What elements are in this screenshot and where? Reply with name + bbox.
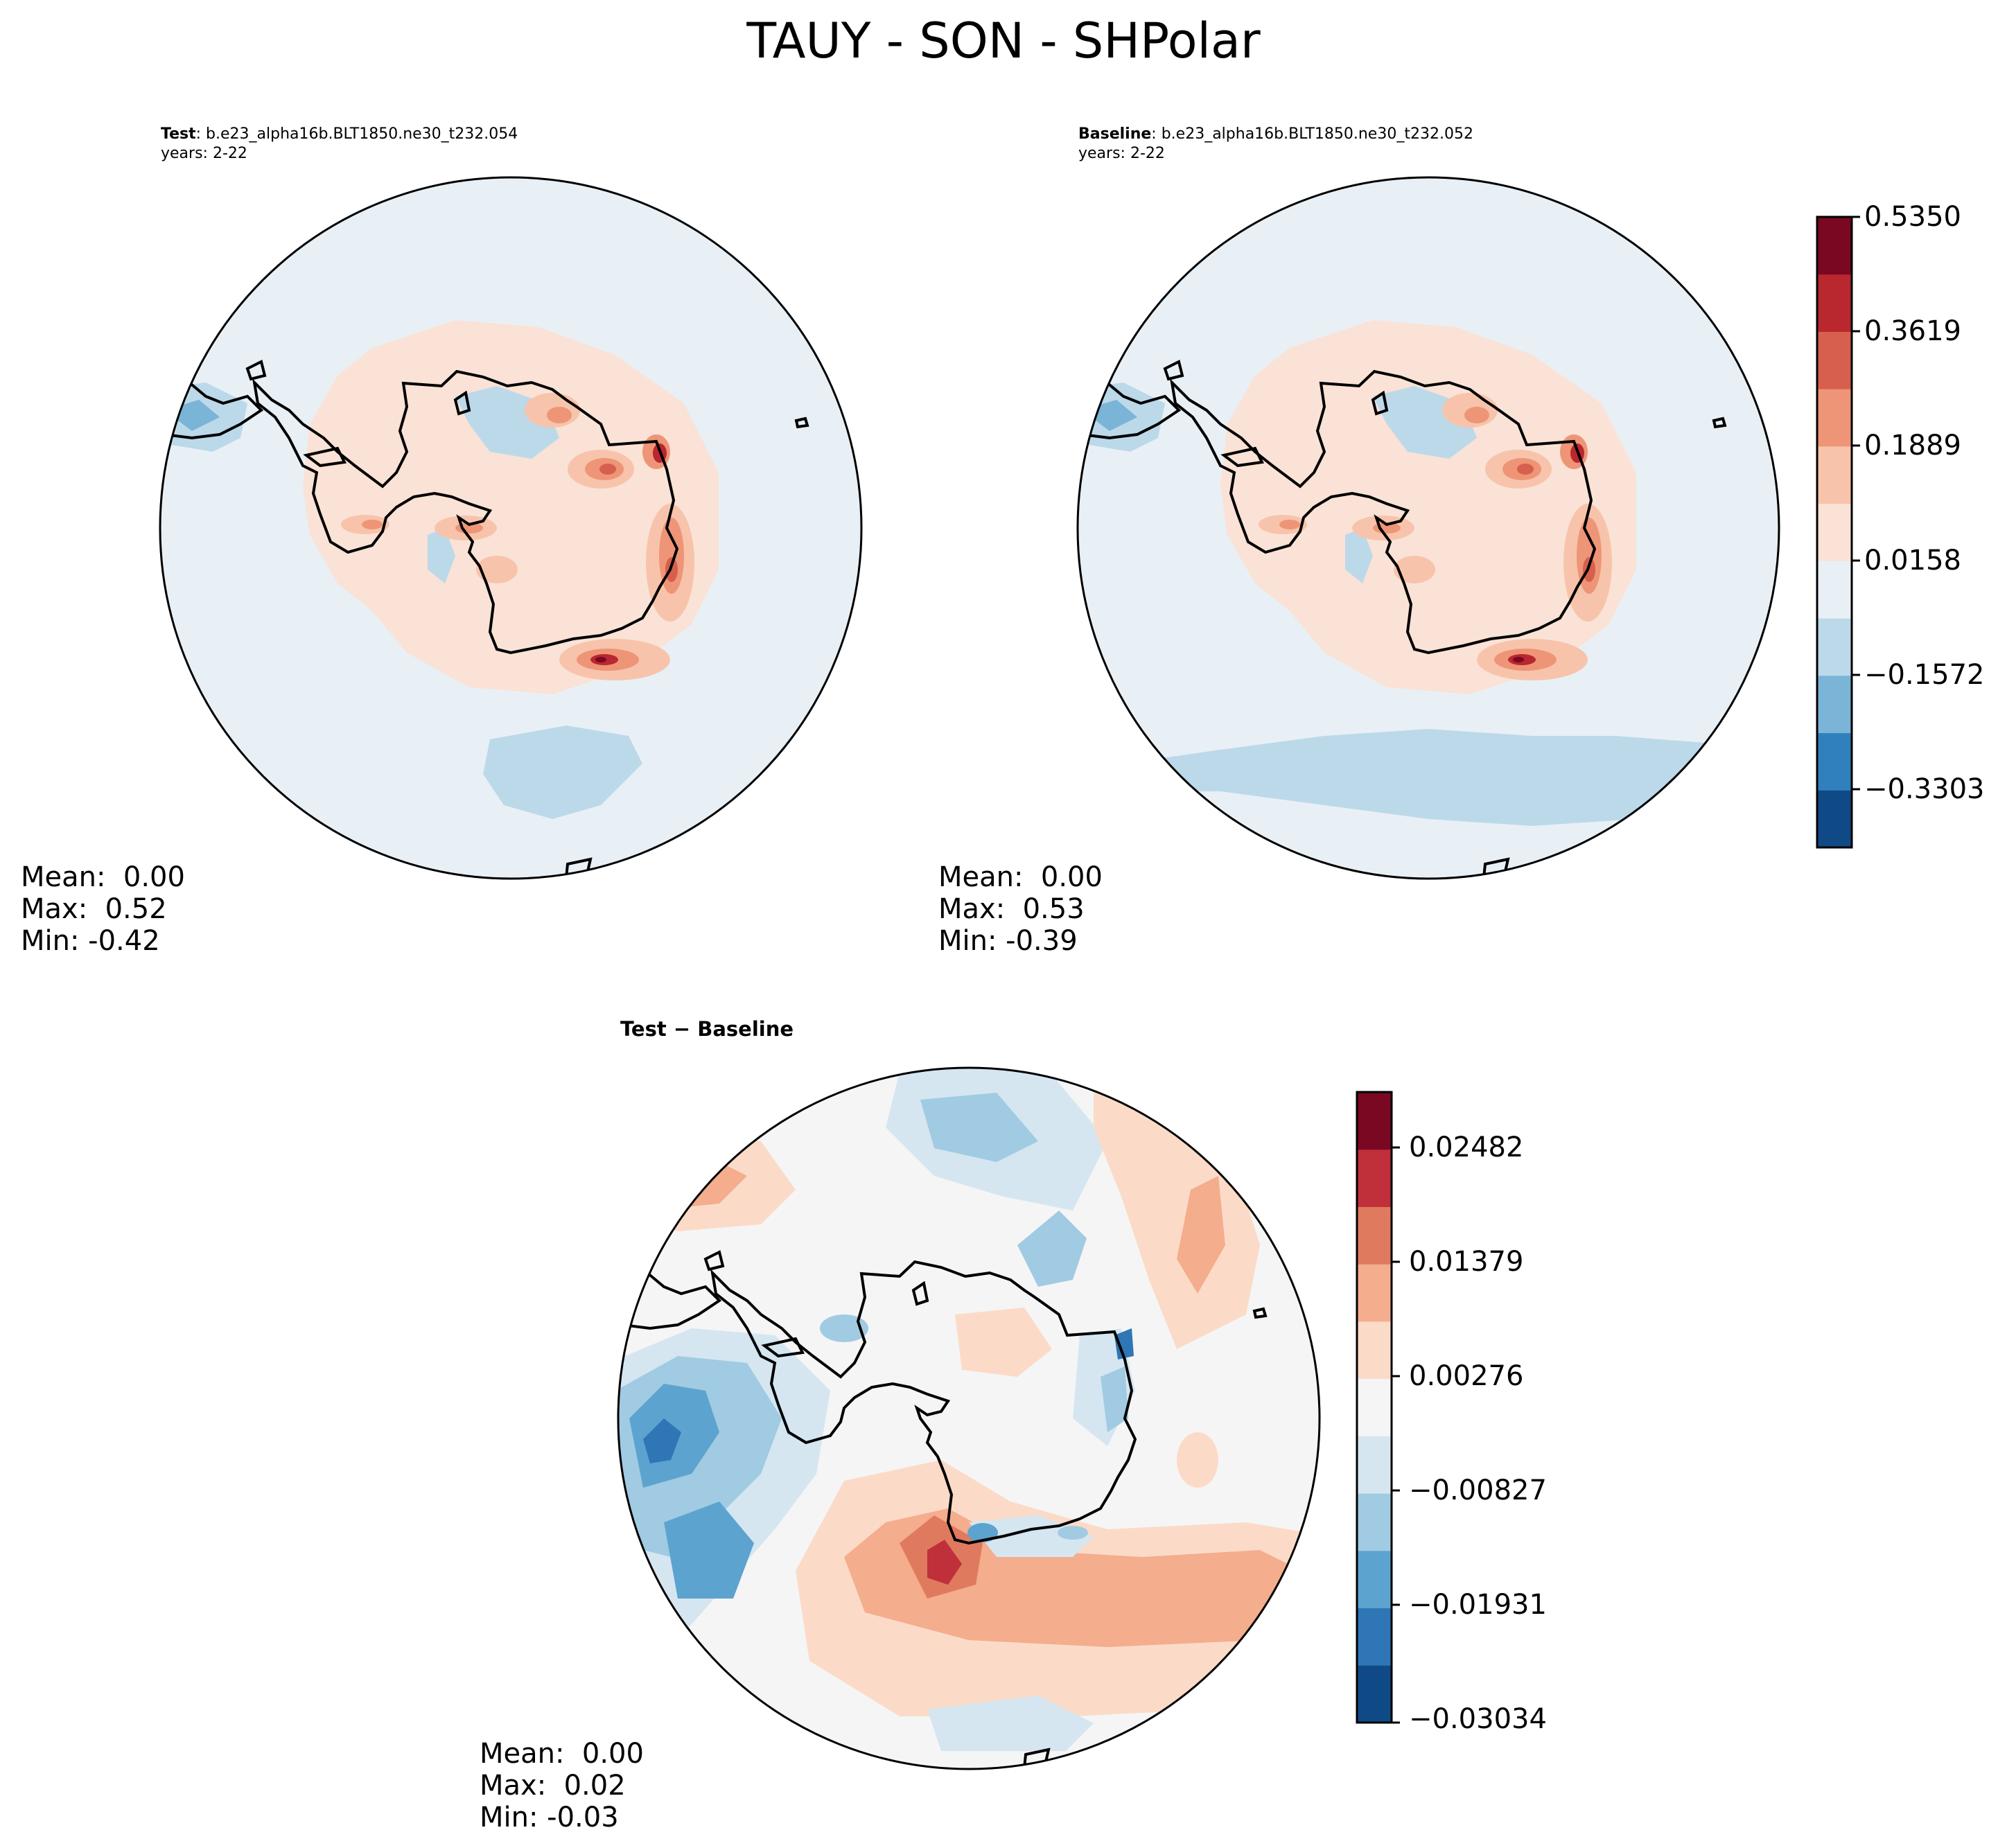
main-colorbar-segment	[1817, 446, 1852, 504]
baseline-label: Baseline	[1078, 125, 1152, 143]
figure-title: TAUY - SON - SHPolar	[746, 12, 1261, 69]
diff-colorbar-segment	[1357, 1550, 1392, 1609]
main-cb-tick-label: 0.1889	[1864, 430, 1961, 461]
test-label: Test	[161, 125, 196, 143]
baseline-stats: Mean: 0.00 Max: 0.53 Min: -0.39	[938, 861, 1103, 957]
diff-colorbar-segment	[1357, 1436, 1392, 1494]
diff-colorbar-segment	[1357, 1206, 1392, 1265]
test-years: years: 2-22	[161, 145, 247, 162]
diff-colorbar	[1356, 1091, 1400, 1724]
main-colorbar-segment	[1817, 675, 1852, 734]
diff-colorbar-segment	[1357, 1378, 1392, 1436]
main-colorbar	[1816, 215, 1860, 849]
baseline-case-name: : b.e23_alpha16b.BLT1850.ne30_t232.052	[1151, 125, 1473, 143]
diff-max: Max: 0.02	[480, 1770, 626, 1802]
diff-colorbar-frame	[1356, 1091, 1393, 1724]
main-colorbar-segment	[1817, 790, 1852, 848]
diff-map	[617, 1066, 1321, 1770]
baseline-min: Min: -0.39	[938, 925, 1078, 957]
diff-colorbar-segment	[1357, 1608, 1392, 1666]
main-colorbar-segment	[1817, 274, 1852, 332]
test-min: Min: -0.42	[21, 925, 160, 957]
baseline-contours	[1078, 320, 1719, 826]
test-mean: Mean: 0.00	[21, 861, 185, 893]
test-contours	[160, 320, 719, 819]
diff-min: Min: -0.03	[480, 1802, 619, 1833]
diff-cb-tick-label: 0.02482	[1409, 1132, 1524, 1163]
diff-cb-tick-label: 0.01379	[1409, 1246, 1524, 1278]
diff-cb-tick-label: −0.00827	[1409, 1475, 1547, 1506]
main-colorbar-segment	[1817, 389, 1852, 447]
test-stats: Mean: 0.00 Max: 0.52 Min: -0.42	[21, 861, 185, 957]
baseline-mean: Mean: 0.00	[938, 861, 1103, 893]
diff-colorbar-segment	[1357, 1665, 1392, 1723]
diff-colorbar-segment	[1357, 1264, 1392, 1322]
diff-mean: Mean: 0.00	[480, 1738, 644, 1770]
test-panel-title: Test: b.e23_alpha16b.BLT1850.ne30_t232.0…	[161, 125, 518, 164]
diff-colorbar-segment	[1357, 1149, 1392, 1207]
main-colorbar-segment	[1817, 217, 1852, 275]
main-colorbar-frame	[1816, 215, 1853, 849]
baseline-max: Max: 0.53	[938, 893, 1085, 925]
baseline-map-boundary	[1076, 176, 1780, 880]
test-map	[159, 176, 863, 880]
test-case-name: : b.e23_alpha16b.BLT1850.ne30_t232.054	[195, 125, 518, 143]
main-colorbar-segment	[1817, 503, 1852, 561]
baseline-map	[1076, 176, 1780, 880]
diff-cb-tick-label: −0.01931	[1409, 1589, 1547, 1621]
baseline-panel-title: Baseline: b.e23_alpha16b.BLT1850.ne30_t2…	[1078, 125, 1473, 164]
diff-colorbar-segment	[1357, 1321, 1392, 1380]
diff-colorbar-segment	[1357, 1092, 1392, 1150]
main-colorbar-segment	[1817, 732, 1852, 791]
diff-colorbar-segment	[1357, 1493, 1392, 1551]
main-cb-tick-label: −0.1572	[1864, 659, 1985, 691]
test-max: Max: 0.52	[21, 893, 167, 925]
main-colorbar-segment	[1817, 561, 1852, 619]
diff-cb-tick-label: 0.00276	[1409, 1360, 1524, 1392]
diff-panel-title: Test − Baseline	[620, 1017, 794, 1041]
main-cb-tick-label: 0.3619	[1864, 315, 1961, 347]
diff-stats: Mean: 0.00 Max: 0.02 Min: -0.03	[480, 1738, 644, 1833]
main-colorbar-segment	[1817, 618, 1852, 676]
test-map-boundary	[159, 176, 863, 880]
main-cb-tick-label: −0.3303	[1864, 773, 1985, 805]
diff-cb-tick-label: −0.03034	[1409, 1703, 1547, 1735]
diff-map-boundary	[617, 1066, 1321, 1770]
main-cb-tick-label: 0.5350	[1864, 201, 1961, 233]
main-colorbar-segment	[1817, 331, 1852, 389]
main-cb-tick-label: 0.0158	[1864, 545, 1961, 577]
baseline-years: years: 2-22	[1078, 145, 1165, 162]
